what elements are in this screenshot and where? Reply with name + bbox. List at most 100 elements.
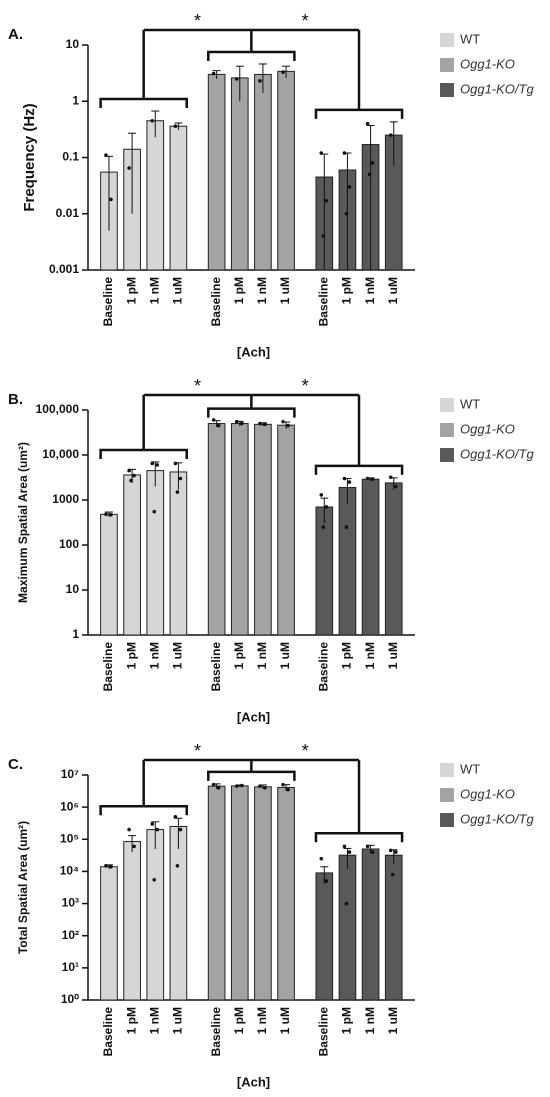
x-tick-label: 1 nM <box>363 277 377 304</box>
x-tick-label: 1 uM <box>278 277 292 304</box>
data-point <box>365 844 370 849</box>
x-tick-label: Baseline <box>101 277 115 327</box>
y-tick-label: 10¹ <box>62 960 79 974</box>
data-point <box>150 118 155 123</box>
x-tick-label: 1 nM <box>147 1007 161 1034</box>
data-point <box>324 505 329 509</box>
x-tick-label: 1 uM <box>171 1007 185 1034</box>
data-point <box>393 850 398 854</box>
data-point <box>258 421 262 426</box>
x-tick-label: 1 pM <box>124 642 138 669</box>
data-point <box>342 151 347 155</box>
bar <box>146 470 165 636</box>
bracket <box>207 395 296 418</box>
data-point <box>370 161 375 165</box>
bar <box>277 786 295 1001</box>
data-point <box>178 476 183 481</box>
data-point <box>216 423 221 428</box>
data-point <box>319 493 324 497</box>
legend-label: WT <box>460 31 480 46</box>
y-tick-label: 1000 <box>52 492 79 506</box>
data-point <box>370 477 375 481</box>
x-tick-label: 1 uM <box>386 642 400 669</box>
x-tick-label: 1 nM <box>255 642 269 669</box>
data-point <box>347 850 352 854</box>
data-point <box>155 463 160 467</box>
data-point <box>129 478 133 483</box>
data-point <box>319 151 324 155</box>
chart-panel: B. 1 10 100 1000 10,000 100,000 Maximum Spatial… <box>8 376 534 725</box>
x-tick-label: 1 nM <box>363 642 377 669</box>
data-point <box>150 461 155 466</box>
data-point <box>211 418 216 422</box>
legend-label: Ogg1-KO/Tg <box>460 81 534 96</box>
data-point <box>152 509 157 514</box>
x-tick-label: Baseline <box>101 642 115 692</box>
data-point <box>263 422 267 427</box>
data-point <box>104 863 108 868</box>
x-tick-label: Baseline <box>209 277 223 327</box>
data-point <box>324 198 329 203</box>
x-tick-label: 1 uM <box>278 1007 292 1034</box>
legend-swatch <box>440 813 454 827</box>
data-point <box>216 785 221 790</box>
bar <box>277 70 295 271</box>
legend-label: WT <box>460 396 480 411</box>
legend-swatch <box>440 83 454 97</box>
x-tick-label: 1 pM <box>232 277 246 304</box>
legend-label: Ogg1-KO/Tg <box>460 811 534 826</box>
data-point <box>173 815 178 819</box>
data-point <box>150 822 155 826</box>
x-tick-label: Baseline <box>316 642 330 692</box>
x-tick-label: Baseline <box>209 1007 223 1057</box>
x-tick-label: 1 nM <box>363 1007 377 1034</box>
data-point <box>258 784 262 788</box>
y-tick-label: 0.1 <box>62 150 79 164</box>
legend-label: Ogg1-KO/Tg <box>460 446 534 461</box>
data-point <box>132 473 136 478</box>
bar <box>361 848 380 1001</box>
data-point <box>344 211 349 216</box>
x-tick-label: 1 pM <box>124 1007 138 1034</box>
x-tick-label: Baseline <box>101 1007 115 1057</box>
data-point <box>109 864 113 869</box>
data-point <box>104 153 108 157</box>
x-axis-label: [Ach] <box>237 709 270 724</box>
bracket <box>314 395 404 475</box>
x-tick-label: 1 uM <box>171 642 185 669</box>
data-point <box>347 185 352 189</box>
data-point <box>234 784 239 788</box>
bar <box>123 841 141 1001</box>
data-point <box>347 480 352 484</box>
x-tick-label: 1 pM <box>232 1007 246 1034</box>
bar <box>230 423 249 636</box>
x-tick-label: 1 pM <box>124 277 138 304</box>
data-point <box>321 234 326 238</box>
bracket <box>99 30 188 109</box>
y-tick-label: 1 <box>72 93 79 107</box>
y-axis-label: Frequency (Hz) <box>21 103 38 211</box>
data-point <box>239 783 244 788</box>
y-tick-label: 0.001 <box>49 262 79 276</box>
x-tick-label: 1 nM <box>147 642 161 669</box>
y-tick-label: 100,000 <box>36 402 80 416</box>
bracket <box>314 760 404 843</box>
data-point <box>155 827 160 832</box>
x-axis-label: [Ach] <box>237 344 270 359</box>
data-point <box>281 419 285 424</box>
bracket <box>99 395 188 459</box>
legend-swatch <box>440 788 454 802</box>
panel-label: C. <box>8 756 23 773</box>
data-point <box>286 787 290 792</box>
bar <box>230 785 249 1001</box>
data-point <box>388 133 393 137</box>
bar <box>230 77 249 271</box>
bar <box>123 474 141 636</box>
bar <box>277 424 295 636</box>
x-tick-label: 1 nM <box>255 1007 269 1034</box>
bar <box>169 471 188 636</box>
y-tick-label: 10⁰ <box>61 992 79 1006</box>
x-tick-label: Baseline <box>316 1007 330 1057</box>
panel-label: B. <box>8 391 23 408</box>
x-tick-label: Baseline <box>209 642 223 692</box>
